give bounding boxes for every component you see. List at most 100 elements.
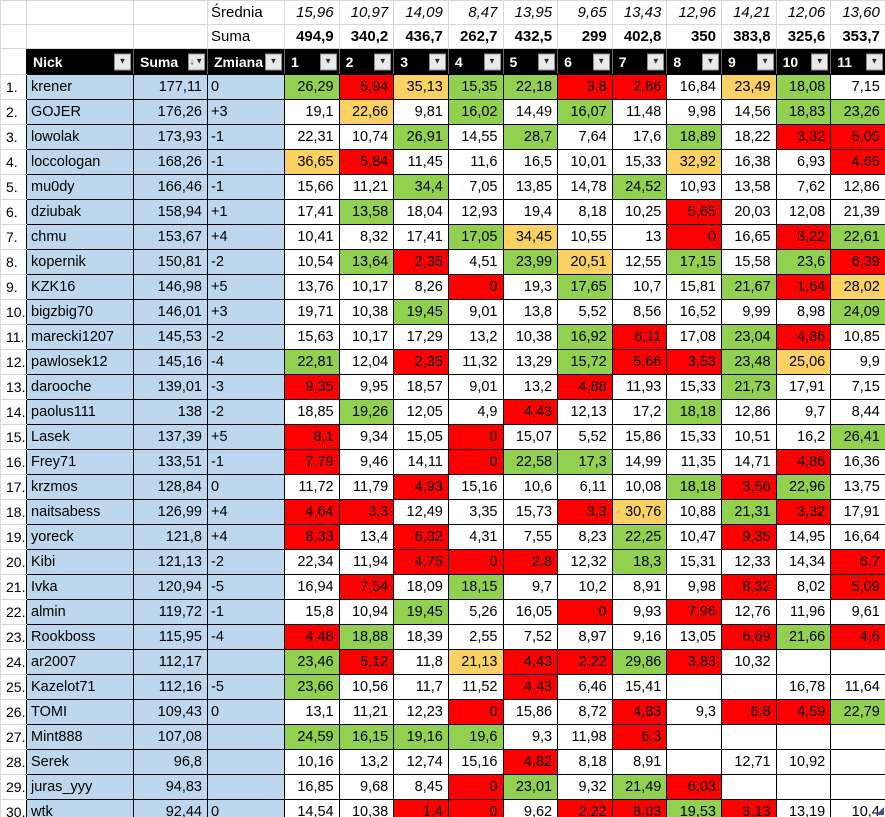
score-cell[interactable]: 12,71 — [721, 749, 777, 775]
nick-cell[interactable]: lowolak — [26, 124, 134, 150]
rank-cell[interactable]: 2. — [0, 99, 27, 125]
zmiana-cell[interactable] — [207, 724, 285, 750]
score-cell[interactable]: 15,86 — [611, 424, 668, 450]
score-cell[interactable]: 0 — [447, 799, 504, 817]
score-cell[interactable]: 18,22 — [721, 124, 777, 150]
score-cell[interactable]: 10,32 — [721, 649, 777, 675]
score-cell[interactable]: 19,16 — [393, 724, 449, 750]
rank-cell[interactable]: 19. — [0, 524, 27, 550]
score-cell[interactable]: 16,05 — [502, 599, 559, 625]
score-cell[interactable]: 16,94 — [284, 574, 340, 600]
score-cell[interactable]: 14,78 — [557, 174, 613, 200]
score-cell[interactable]: 9,3 — [666, 699, 722, 725]
score-cell[interactable]: 7,05 — [447, 174, 504, 200]
zmiana-cell[interactable]: -3 — [207, 374, 285, 400]
sum-value[interactable]: 299 — [557, 24, 613, 49]
score-cell[interactable]: 9,7 — [775, 399, 832, 425]
average-label[interactable]: Średnia — [207, 0, 285, 25]
score-cell[interactable]: 10,08 — [611, 474, 668, 500]
score-cell[interactable]: 6,46 — [557, 674, 613, 700]
score-cell[interactable] — [775, 724, 832, 750]
empty-cell[interactable] — [26, 24, 134, 49]
score-cell[interactable]: 11,8 — [393, 649, 449, 675]
score-cell[interactable]: 6,8 — [721, 699, 777, 725]
score-cell[interactable]: 21,49 — [611, 774, 668, 800]
score-cell[interactable]: 3,32 — [775, 124, 832, 150]
score-cell[interactable]: 10,2 — [557, 574, 613, 600]
score-cell[interactable]: 9,01 — [447, 374, 504, 400]
score-cell[interactable]: 18,09 — [393, 574, 449, 600]
score-cell[interactable]: 36,65 — [284, 149, 340, 175]
score-cell[interactable]: 8,44 — [830, 399, 885, 425]
score-cell[interactable]: 9,01 — [447, 299, 504, 325]
nick-cell[interactable]: marecki1207 — [26, 324, 134, 350]
zmiana-cell[interactable]: -5 — [207, 674, 285, 700]
score-cell[interactable]: 8,97 — [557, 624, 613, 650]
score-cell[interactable]: 10,88 — [666, 499, 722, 525]
score-cell[interactable]: 14,34 — [775, 549, 832, 575]
score-cell[interactable]: 17,91 — [830, 499, 885, 525]
average-value[interactable]: 8,47 — [447, 0, 504, 25]
sum-value[interactable]: 383,8 — [721, 24, 777, 49]
score-cell[interactable]: 0 — [447, 699, 504, 725]
score-cell[interactable]: 15,33 — [666, 424, 722, 450]
score-cell[interactable]: 19,26 — [338, 399, 395, 425]
score-cell[interactable]: 9,81 — [393, 99, 449, 125]
score-cell[interactable]: 13,8 — [502, 299, 559, 325]
score-cell[interactable] — [830, 649, 885, 675]
nick-cell[interactable]: juras_yyy — [26, 774, 134, 800]
score-cell[interactable]: 9,32 — [557, 774, 613, 800]
score-cell[interactable]: 9,35 — [284, 374, 340, 400]
zmiana-cell[interactable]: +5 — [207, 274, 285, 300]
score-cell[interactable]: 10,17 — [338, 324, 395, 350]
score-cell[interactable]: 8,18 — [557, 199, 613, 225]
score-cell[interactable]: 10,6 — [502, 474, 559, 500]
score-cell[interactable]: 17,6 — [611, 124, 668, 150]
score-cell[interactable]: 15,86 — [502, 699, 559, 725]
filter-dropdown-button[interactable]: ▼ — [865, 53, 883, 70]
score-cell[interactable]: 3,35 — [447, 499, 504, 525]
nick-cell[interactable]: Lasek — [26, 424, 134, 450]
score-cell[interactable]: 22,25 — [611, 524, 668, 550]
score-cell[interactable]: 2,22 — [557, 799, 613, 817]
score-cell[interactable]: 12,04 — [338, 349, 395, 375]
score-cell[interactable]: 19,3 — [502, 274, 559, 300]
score-cell[interactable]: 6,93 — [775, 149, 832, 175]
nick-cell[interactable]: paolus111 — [26, 399, 134, 425]
score-cell[interactable]: 12,05 — [393, 399, 449, 425]
score-cell[interactable]: 23,04 — [721, 324, 777, 350]
score-cell[interactable]: 3,32 — [775, 499, 832, 525]
score-cell[interactable]: 23,46 — [284, 649, 340, 675]
score-cell[interactable]: 6,11 — [557, 474, 613, 500]
score-cell[interactable]: 16,38 — [721, 149, 777, 175]
average-value[interactable]: 12,06 — [775, 0, 832, 25]
score-cell[interactable]: 13,1 — [284, 699, 340, 725]
rank-cell[interactable]: 16. — [0, 449, 27, 475]
score-cell[interactable]: 10,38 — [502, 324, 559, 350]
score-cell[interactable]: 10,41 — [284, 224, 340, 250]
zmiana-cell[interactable] — [207, 774, 285, 800]
rank-cell[interactable]: 30. — [0, 799, 27, 817]
score-cell[interactable]: 7,52 — [502, 624, 559, 650]
score-cell[interactable]: 28,7 — [502, 124, 559, 150]
suma-cell[interactable]: 145,16 — [133, 349, 208, 375]
score-cell[interactable]: 2,22 — [557, 649, 613, 675]
score-cell[interactable]: 8,1 — [284, 424, 340, 450]
score-cell[interactable]: 3,8 — [557, 74, 613, 100]
score-cell[interactable]: 15,07 — [502, 424, 559, 450]
score-cell[interactable]: 15,33 — [611, 149, 668, 175]
rank-cell[interactable]: 15. — [0, 424, 27, 450]
score-cell[interactable]: 17,08 — [666, 324, 722, 350]
filter-dropdown-button[interactable]: ▼ — [538, 53, 556, 70]
score-cell[interactable]: 11,45 — [393, 149, 449, 175]
score-cell[interactable]: 7,64 — [557, 124, 613, 150]
nick-cell[interactable]: TOMI — [26, 699, 134, 725]
score-cell[interactable]: 4,48 — [284, 624, 340, 650]
score-cell[interactable]: 4,86 — [775, 449, 832, 475]
score-cell[interactable]: 4,82 — [502, 749, 559, 775]
score-cell[interactable]: 4,83 — [611, 699, 668, 725]
score-cell[interactable]: 11,32 — [447, 349, 504, 375]
score-cell[interactable]: 9,68 — [338, 774, 395, 800]
filter-dropdown-button[interactable]: ▼ — [483, 53, 501, 70]
score-cell[interactable]: 18,08 — [775, 74, 832, 100]
